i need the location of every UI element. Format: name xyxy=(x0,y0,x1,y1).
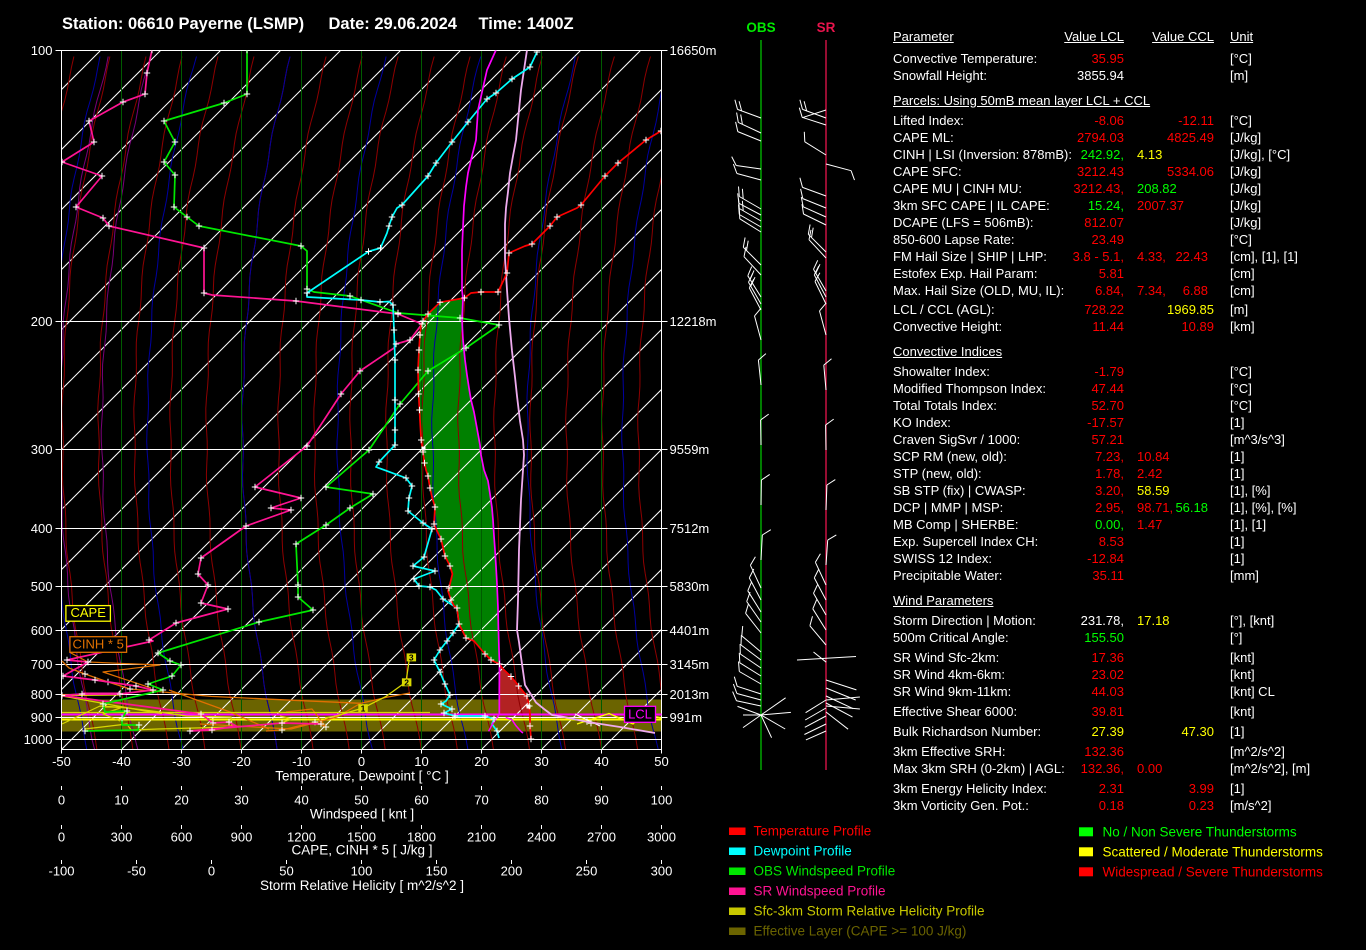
svg-text:250: 250 xyxy=(576,864,598,879)
svg-text:2100: 2100 xyxy=(467,830,496,845)
svg-text:3: 3 xyxy=(409,653,414,663)
svg-text:Scattered / Moderate Thunderst: Scattered / Moderate Thunderstorms xyxy=(1103,844,1324,859)
svg-text:9559m: 9559m xyxy=(670,442,710,457)
svg-text:-100: -100 xyxy=(48,864,74,879)
svg-text:SR Windspeed Profile: SR Windspeed Profile xyxy=(754,884,886,899)
svg-text:Sfc-3km Storm Relative Helicit: Sfc-3km Storm Relative Helicity Profile xyxy=(754,904,985,919)
svg-text:2400: 2400 xyxy=(527,830,556,845)
svg-text:0: 0 xyxy=(358,754,365,769)
svg-text:-10: -10 xyxy=(292,754,311,769)
svg-text:1200: 1200 xyxy=(287,830,316,845)
svg-text:600: 600 xyxy=(171,830,193,845)
svg-text:40: 40 xyxy=(294,793,308,808)
svg-text:400: 400 xyxy=(31,521,53,536)
svg-text:Dewpoint Profile: Dewpoint Profile xyxy=(754,844,852,859)
svg-text:991m: 991m xyxy=(670,710,703,725)
svg-text:500: 500 xyxy=(31,579,53,594)
svg-text:-30: -30 xyxy=(172,754,191,769)
svg-text:Date: 29.06.2024: Date: 29.06.2024 xyxy=(329,15,458,33)
svg-text:3000: 3000 xyxy=(647,830,676,845)
svg-text:Effective Layer (CAPE >= 100 J: Effective Layer (CAPE >= 100 J/kg) xyxy=(754,924,967,939)
svg-text:200: 200 xyxy=(501,864,523,879)
svg-text:0: 0 xyxy=(208,864,215,879)
svg-text:30: 30 xyxy=(534,754,548,769)
svg-text:150: 150 xyxy=(426,864,448,879)
svg-text:Widespread / Severe Thundersto: Widespread / Severe Thunderstorms xyxy=(1103,864,1324,879)
svg-text:SR: SR xyxy=(817,20,836,35)
svg-text:16650m: 16650m xyxy=(670,43,717,58)
svg-text:20: 20 xyxy=(474,754,488,769)
svg-text:2: 2 xyxy=(404,678,409,688)
svg-text:100: 100 xyxy=(651,793,673,808)
svg-text:Station: 06610 Payerne (LSMP): Station: 06610 Payerne (LSMP) xyxy=(62,15,304,33)
svg-text:300: 300 xyxy=(111,830,133,845)
svg-text:CAPE, CINH * 5 [ J/kg ]: CAPE, CINH * 5 [ J/kg ] xyxy=(291,843,432,858)
svg-text:Temperature, Dewpoint [ °C ]: Temperature, Dewpoint [ °C ] xyxy=(275,769,448,784)
svg-text:300: 300 xyxy=(31,442,53,457)
svg-text:3145m: 3145m xyxy=(670,657,710,672)
svg-text:30: 30 xyxy=(234,793,248,808)
svg-text:CINH * 5: CINH * 5 xyxy=(73,636,124,651)
svg-text:5830m: 5830m xyxy=(670,579,710,594)
svg-text:1800: 1800 xyxy=(407,830,436,845)
svg-text:50: 50 xyxy=(279,864,293,879)
svg-text:100: 100 xyxy=(351,864,373,879)
svg-text:600: 600 xyxy=(31,623,53,638)
svg-text:900: 900 xyxy=(231,830,253,845)
svg-text:12218m: 12218m xyxy=(670,314,717,329)
svg-text:Temperature Profile: Temperature Profile xyxy=(754,824,872,839)
svg-text:2700: 2700 xyxy=(587,830,616,845)
svg-text:2013m: 2013m xyxy=(670,687,710,702)
svg-text:-50: -50 xyxy=(52,754,71,769)
svg-text:10: 10 xyxy=(414,754,428,769)
svg-text:1500: 1500 xyxy=(347,830,376,845)
svg-text:70: 70 xyxy=(474,793,488,808)
svg-text:50: 50 xyxy=(354,793,368,808)
svg-text:700: 700 xyxy=(31,657,53,672)
svg-text:Time: 1400Z: Time: 1400Z xyxy=(479,15,574,33)
svg-text:OBS: OBS xyxy=(746,20,775,35)
svg-text:1: 1 xyxy=(361,704,366,714)
svg-text:800: 800 xyxy=(31,687,53,702)
svg-text:200: 200 xyxy=(31,314,53,329)
svg-text:Storm Relative Helicity [ m^2: Storm Relative Helicity [ m^2/s^2 ] xyxy=(260,878,464,893)
svg-text:7512m: 7512m xyxy=(670,521,710,536)
svg-text:OBS Windspeed Profile: OBS Windspeed Profile xyxy=(754,864,896,879)
svg-text:0: 0 xyxy=(58,793,65,808)
svg-text:4401m: 4401m xyxy=(670,623,710,638)
svg-text:10: 10 xyxy=(114,793,128,808)
svg-text:CAPE: CAPE xyxy=(70,605,106,620)
svg-text:90: 90 xyxy=(594,793,608,808)
svg-text:300: 300 xyxy=(651,864,673,879)
svg-text:-50: -50 xyxy=(127,864,146,879)
svg-text:60: 60 xyxy=(414,793,428,808)
svg-text:80: 80 xyxy=(534,793,548,808)
svg-text:40: 40 xyxy=(594,754,608,769)
svg-text:-40: -40 xyxy=(112,754,131,769)
svg-text:900: 900 xyxy=(31,710,53,725)
svg-text:1000: 1000 xyxy=(24,732,53,747)
svg-text:Windspeed [ knt ]: Windspeed [ knt ] xyxy=(310,807,414,822)
svg-text:0: 0 xyxy=(58,830,65,845)
svg-text:LCL: LCL xyxy=(628,706,652,721)
svg-text:20: 20 xyxy=(174,793,188,808)
svg-text:-20: -20 xyxy=(232,754,251,769)
svg-text:50: 50 xyxy=(654,754,668,769)
svg-text:No / Non Severe Thunderstorms: No / Non Severe Thunderstorms xyxy=(1103,824,1297,839)
svg-text:100: 100 xyxy=(31,43,53,58)
